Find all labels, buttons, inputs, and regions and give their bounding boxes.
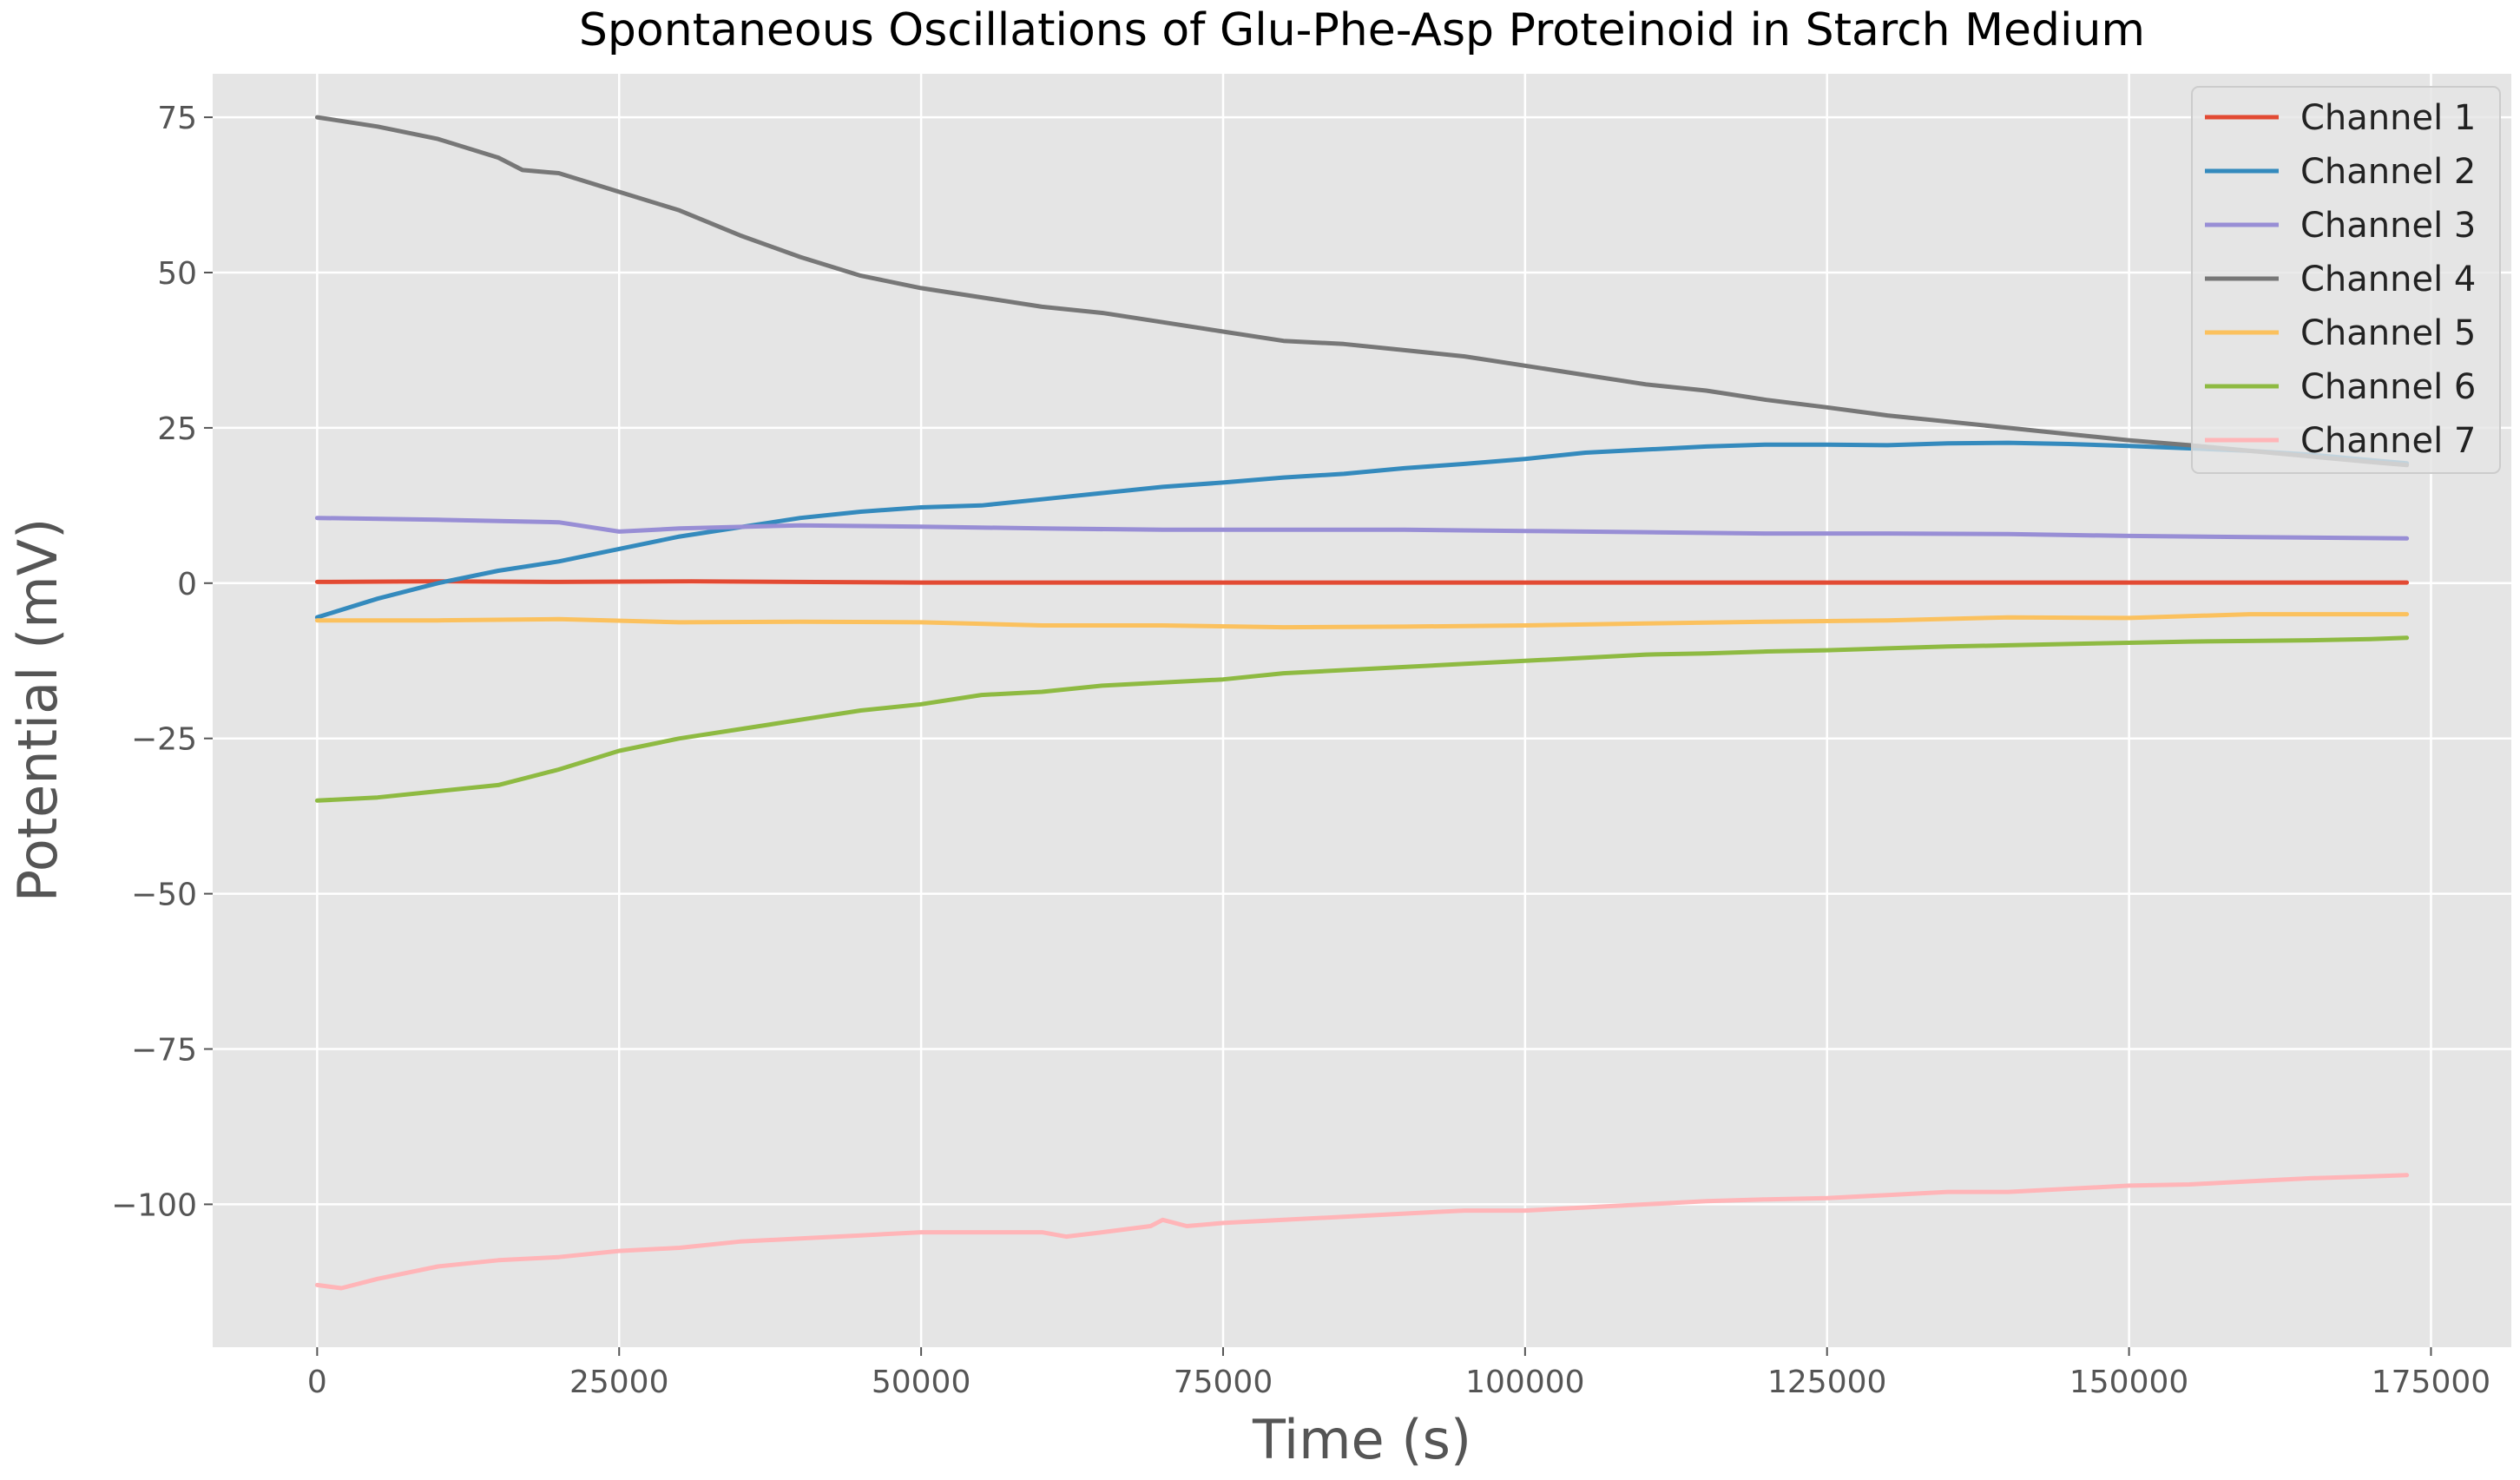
plot-area	[213, 74, 2511, 1347]
legend-label: Channel 4	[2300, 260, 2476, 299]
y-tick-label: 75	[157, 101, 197, 136]
series-line-channel-2	[314, 440, 2410, 620]
x-tick-label: 50000	[872, 1365, 971, 1400]
x-axis-label: Time (s)	[1252, 1408, 1471, 1471]
legend-label: Channel 3	[2300, 206, 2476, 246]
x-tick-label: 125000	[1767, 1365, 1886, 1400]
y-tick-label: −100	[111, 1187, 197, 1223]
series-layer	[314, 115, 2410, 1291]
y-tick-label: 25	[157, 411, 197, 447]
series-line-channel-6	[314, 635, 2410, 803]
y-tick-label: −50	[131, 878, 197, 913]
x-tick-label: 0	[307, 1365, 327, 1400]
series-line-channel-4	[314, 115, 2410, 468]
y-tick-label: 0	[177, 567, 197, 602]
y-tick-label: −75	[131, 1033, 197, 1069]
x-tick-label: 100000	[1465, 1365, 1584, 1400]
x-tick-label: 25000	[569, 1365, 669, 1400]
x-tick-label: 150000	[2069, 1365, 2188, 1400]
legend: Channel 1 Channel 2 Channel 3 Channel 4 Chan…	[2191, 86, 2501, 474]
chart-title: Spontaneous Oscillations of Glu-Phe-Asp …	[579, 4, 2145, 56]
series-line-channel-3	[314, 516, 2410, 541]
legend-label: Channel 2	[2300, 152, 2476, 192]
legend-label: Channel 6	[2300, 367, 2476, 407]
y-axis-label: Potential (mV)	[6, 518, 69, 903]
x-tick-label: 75000	[1174, 1365, 1273, 1400]
legend-box	[2191, 86, 2501, 474]
ticks: 0 25000 50000 75000 100000 125000 150000 175000…	[111, 101, 2490, 1400]
legend-label: Channel 1	[2300, 98, 2476, 138]
y-tick-label: 50	[157, 256, 197, 292]
x-tick-label: 175000	[2372, 1365, 2490, 1400]
series-line-channel-7	[314, 1173, 2410, 1291]
y-tick-label: −25	[131, 722, 197, 758]
legend-label: Channel 5	[2300, 313, 2476, 353]
legend-label: Channel 7	[2300, 421, 2476, 461]
series-line-channel-5	[314, 612, 2410, 630]
